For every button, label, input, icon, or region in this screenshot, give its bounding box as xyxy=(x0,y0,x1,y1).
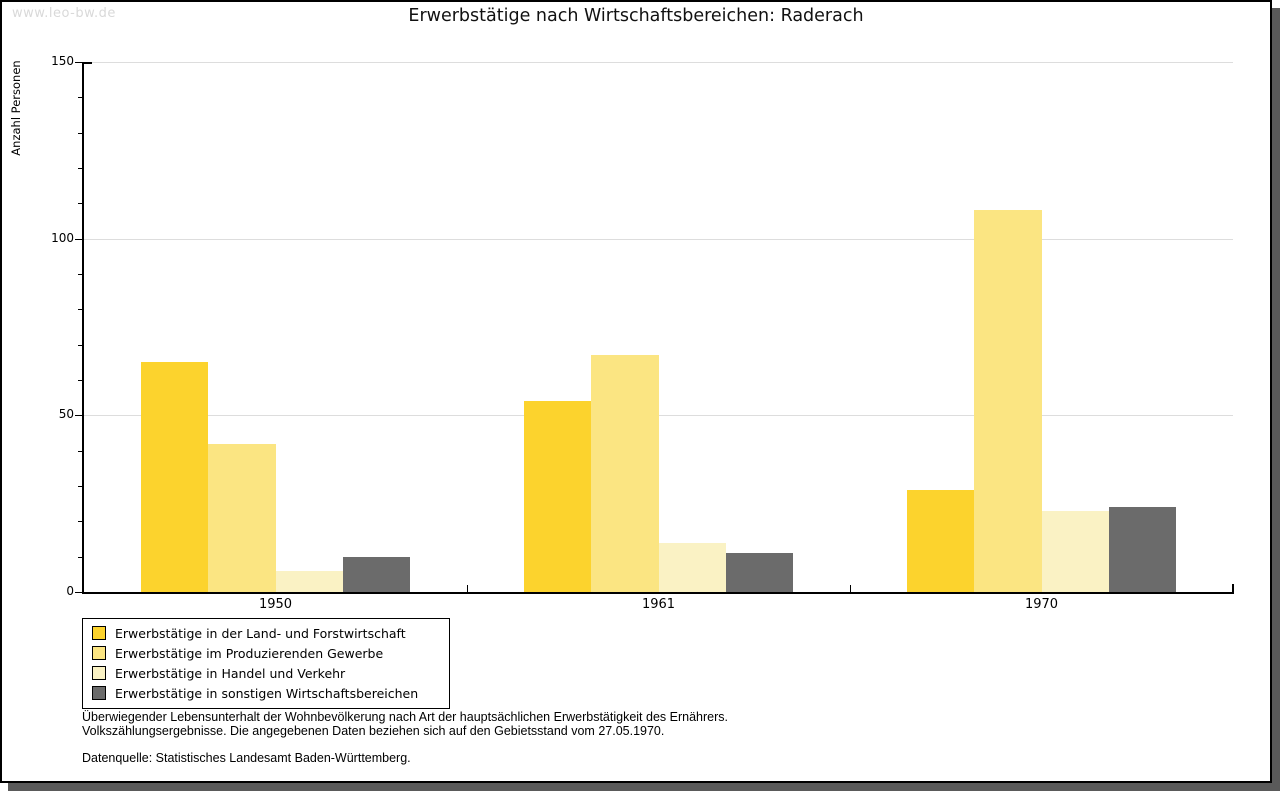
legend-label: Erwerbstätige in der Land- und Forstwirt… xyxy=(115,625,406,641)
y-minor-tick xyxy=(78,203,82,205)
legend-swatch-icon xyxy=(92,686,106,700)
footnote-line: Volkszählungsergebnisse. Die angegebenen… xyxy=(82,723,665,738)
legend-label: Erwerbstätige im Produzierenden Gewerbe xyxy=(115,645,384,661)
legend-label: Erwerbstätige in Handel und Verkehr xyxy=(115,665,346,681)
y-tick-label: 150 xyxy=(51,54,74,68)
footnote-line: Überwiegender Lebensunterhalt der Wohnbe… xyxy=(82,710,728,724)
y-major-tick xyxy=(75,62,82,63)
y-major-tick xyxy=(75,415,82,417)
bar-1970-series3 xyxy=(1041,510,1109,592)
legend-item: Erwerbstätige in der Land- und Forstwirt… xyxy=(83,623,449,643)
y-minor-tick xyxy=(78,132,82,134)
x-tick-label: 1950 xyxy=(258,597,293,612)
x-axis-cap xyxy=(1232,584,1234,594)
bar-1961-series2 xyxy=(591,355,659,592)
legend-swatch-icon xyxy=(92,666,106,680)
y-major-tick xyxy=(75,592,82,593)
x-boundary-tick xyxy=(850,585,851,592)
x-axis-line xyxy=(82,592,1233,594)
data-source: Datenquelle: Statistisches Landesamt Bad… xyxy=(82,751,411,765)
y-minor-tick xyxy=(78,450,82,452)
y-minor-tick xyxy=(78,380,82,381)
y-minor-tick xyxy=(78,309,82,311)
legend-item: Erwerbstätige im Produzierenden Gewerbe xyxy=(83,643,449,663)
bar-1961-series4 xyxy=(725,553,793,592)
y-minor-tick xyxy=(78,274,82,275)
y-minor-tick xyxy=(78,486,82,487)
y-tick-label: 0 xyxy=(66,584,74,598)
legend-swatch-icon xyxy=(92,646,106,660)
footnote: Überwiegender Lebensunterhalt der Wohnbe… xyxy=(82,710,728,766)
bar-1970-series1 xyxy=(907,489,975,592)
y-tick-label: 50 xyxy=(58,407,74,422)
y-minor-tick xyxy=(78,521,82,523)
x-tick-label: 1961 xyxy=(641,597,676,612)
y-major-tick xyxy=(75,238,82,240)
legend: Erwerbstätige in der Land- und Forstwirt… xyxy=(82,618,450,709)
y-minor-tick xyxy=(78,344,82,346)
bar-1970-series4 xyxy=(1108,507,1176,592)
bar-1961-series3 xyxy=(658,542,726,592)
bar-1950-series1 xyxy=(141,362,209,592)
bar-1970-series2 xyxy=(974,210,1042,592)
bar-1950-series4 xyxy=(342,556,410,592)
y-tick-label: 100 xyxy=(51,230,74,245)
y-axis-cap xyxy=(82,62,92,64)
gridline xyxy=(84,415,1233,417)
y-axis-line xyxy=(82,62,84,592)
x-boundary-tick xyxy=(467,585,468,592)
x-tick-label: 1970 xyxy=(1024,597,1059,612)
plot-area: 0 50 100 150 1950 1961 1970 xyxy=(2,2,1270,781)
gridline xyxy=(84,62,1233,63)
legend-label: Erwerbstätige in sonstigen Wirtschaftsbe… xyxy=(115,685,419,701)
legend-item: Erwerbstätige in Handel und Verkehr xyxy=(83,663,449,683)
bar-1950-series3 xyxy=(275,570,343,592)
legend-swatch-icon xyxy=(92,626,106,640)
y-minor-tick xyxy=(78,168,82,169)
bar-1950-series2 xyxy=(208,443,276,592)
chart-title: Erwerbstätige nach Wirtschaftsbereichen:… xyxy=(408,6,864,26)
y-minor-tick xyxy=(78,97,82,99)
y-minor-tick xyxy=(78,556,82,558)
gridline xyxy=(84,238,1233,240)
bar-1961-series1 xyxy=(524,401,592,592)
watermark: www.leo-bw.de xyxy=(12,6,116,21)
legend-item: Erwerbstätige in sonstigen Wirtschaftsbe… xyxy=(83,683,449,703)
